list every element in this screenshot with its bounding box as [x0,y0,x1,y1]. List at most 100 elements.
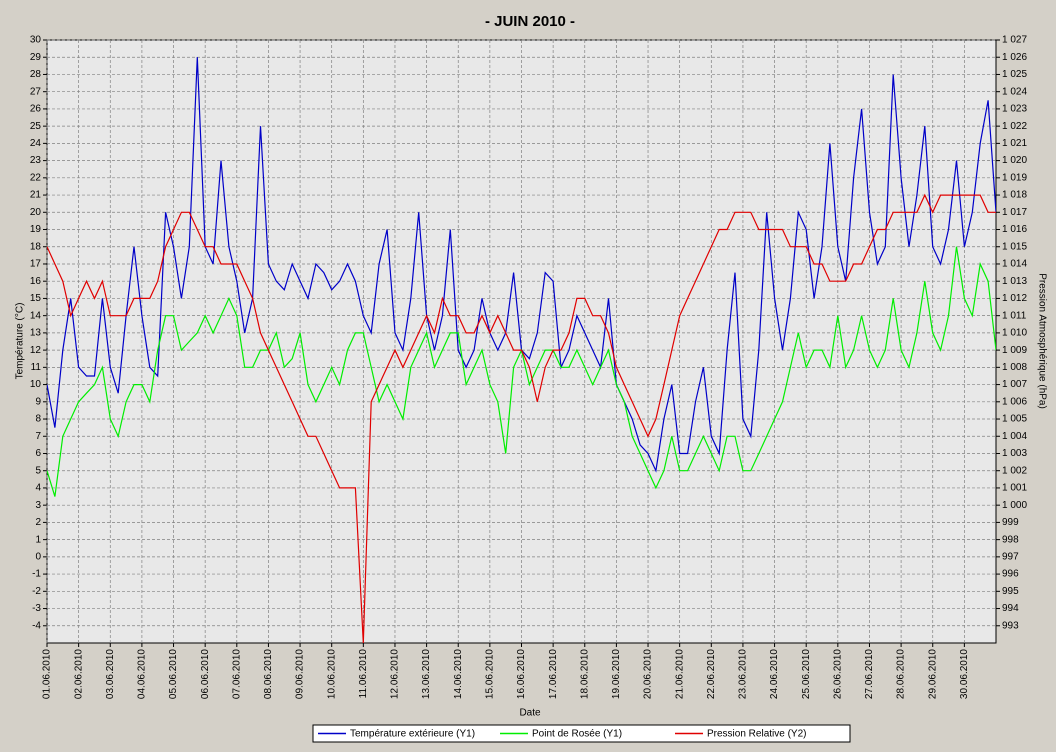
x-tick-label: 17.06.2010 [548,649,559,699]
y2-tick-label: 1 009 [1002,345,1027,356]
y2-tick-label: 1 001 [1002,483,1027,494]
y-tick-label: 15 [30,293,42,304]
y-tick-label: 29 [30,52,42,63]
y-tick-label: 14 [30,310,42,321]
y-tick-label: 5 [35,465,41,476]
y2-tick-label: 1 007 [1002,379,1027,390]
y2-tick-label: 1 024 [1002,86,1027,97]
x-tick-label: 25.06.2010 [801,649,812,699]
y-tick-label: 25 [30,121,42,132]
x-tick-label: 11.06.2010 [358,649,369,699]
x-tick-label: 13.06.2010 [421,649,432,699]
y2-tick-label: 1 020 [1002,155,1027,166]
y-tick-label: -4 [32,620,41,631]
y2-tick-label: 997 [1002,551,1019,562]
y2-tick-label: 1 012 [1002,293,1027,304]
y2-tick-label: 1 016 [1002,224,1027,235]
x-tick-label: 08.06.2010 [263,649,274,699]
y2-tick-label: 1 021 [1002,138,1027,149]
x-tick-label: 29.06.2010 [927,649,938,699]
y-tick-label: 18 [30,241,42,252]
y-tick-label: 10 [30,379,42,390]
x-tick-label: 21.06.2010 [674,649,685,699]
x-tick-label: 22.06.2010 [706,649,717,699]
y2-tick-label: 994 [1002,603,1019,614]
x-tick-label: 09.06.2010 [295,649,306,699]
x-tick-label: 12.06.2010 [390,649,401,699]
y2-tick-label: 993 [1002,620,1019,631]
chart-title: - JUIN 2010 - [485,13,575,30]
y-tick-label: 9 [35,396,41,407]
y-tick-label: 19 [30,224,42,235]
y-tick-label: 23 [30,155,42,166]
y2-tick-label: 996 [1002,569,1019,580]
x-tick-label: 28.06.2010 [896,649,907,699]
x-tick-label: 07.06.2010 [231,649,242,699]
y2-tick-label: 1 006 [1002,396,1027,407]
y-tick-label: 27 [30,86,42,97]
y2-tick-label: 1 008 [1002,362,1027,373]
y2-tick-label: 998 [1002,534,1019,545]
x-tick-label: 23.06.2010 [738,649,749,699]
y-tick-label: 16 [30,276,42,287]
x-tick-label: 03.06.2010 [105,649,116,699]
x-tick-label: 26.06.2010 [832,649,843,699]
y-tick-label: 20 [30,207,42,218]
series-line [47,193,996,643]
legend-label: Pression Relative (Y2) [707,729,806,740]
y-tick-label: 2 [35,517,41,528]
x-tick-label: 16.06.2010 [516,649,527,699]
y2-tick-label: 1 023 [1002,104,1027,115]
y2-tick-label: 1 019 [1002,172,1027,183]
y2-axis-label: Pression Atmosphérique (hPa) [1036,273,1047,409]
y2-tick-label: 1 014 [1002,259,1027,270]
x-axis-label: Date [519,708,541,719]
x-tick-label: 18.06.2010 [579,649,590,699]
y-tick-label: 17 [30,259,42,270]
y2-tick-label: 1 017 [1002,207,1027,218]
y2-tick-label: 1 026 [1002,52,1027,63]
x-tick-label: 30.06.2010 [959,649,970,699]
y2-tick-label: 1 022 [1002,121,1027,132]
y-tick-label: 3 [35,500,41,511]
y2-tick-label: 999 [1002,517,1019,528]
x-tick-label: 01.06.2010 [42,649,53,699]
y-tick-label: 26 [30,104,42,115]
y2-tick-label: 995 [1002,586,1019,597]
y-tick-label: 13 [30,328,42,339]
x-tick-label: 04.06.2010 [137,649,148,699]
y2-tick-label: 1 015 [1002,241,1027,252]
legend-label: Point de Rosée (Y1) [532,729,622,740]
y-tick-label: 30 [30,35,42,46]
x-tick-label: 02.06.2010 [73,649,84,699]
y-tick-label: 1 [35,534,41,545]
y-tick-label: 28 [30,69,42,80]
y2-tick-label: 1 011 [1002,310,1027,321]
y2-tick-label: 1 002 [1002,465,1027,476]
y-tick-label: 0 [35,551,41,562]
y2-tick-label: 1 010 [1002,328,1027,339]
y-axis-label: Température (°C) [15,303,26,380]
y-tick-label: 7 [35,431,41,442]
y-tick-label: 12 [30,345,42,356]
x-tick-label: 10.06.2010 [326,649,337,699]
y2-tick-label: 1 027 [1002,35,1027,46]
x-tick-label: 06.06.2010 [200,649,211,699]
x-tick-label: 20.06.2010 [643,649,654,699]
y2-tick-label: 1 003 [1002,448,1027,459]
x-tick-label: 27.06.2010 [864,649,875,699]
x-tick-label: 05.06.2010 [168,649,179,699]
y-tick-label: 8 [35,414,41,425]
y2-tick-label: 1 013 [1002,276,1027,287]
y-tick-label: 21 [30,190,42,201]
y-tick-label: 4 [35,483,41,494]
y-tick-label: -1 [32,569,41,580]
y2-tick-label: 1 005 [1002,414,1027,425]
y2-tick-label: 1 000 [1002,500,1027,511]
y2-tick-label: 1 018 [1002,190,1027,201]
y-tick-label: 11 [31,362,42,373]
x-tick-label: 24.06.2010 [769,649,780,699]
x-tick-label: 19.06.2010 [611,649,622,699]
y2-tick-label: 1 004 [1002,431,1027,442]
